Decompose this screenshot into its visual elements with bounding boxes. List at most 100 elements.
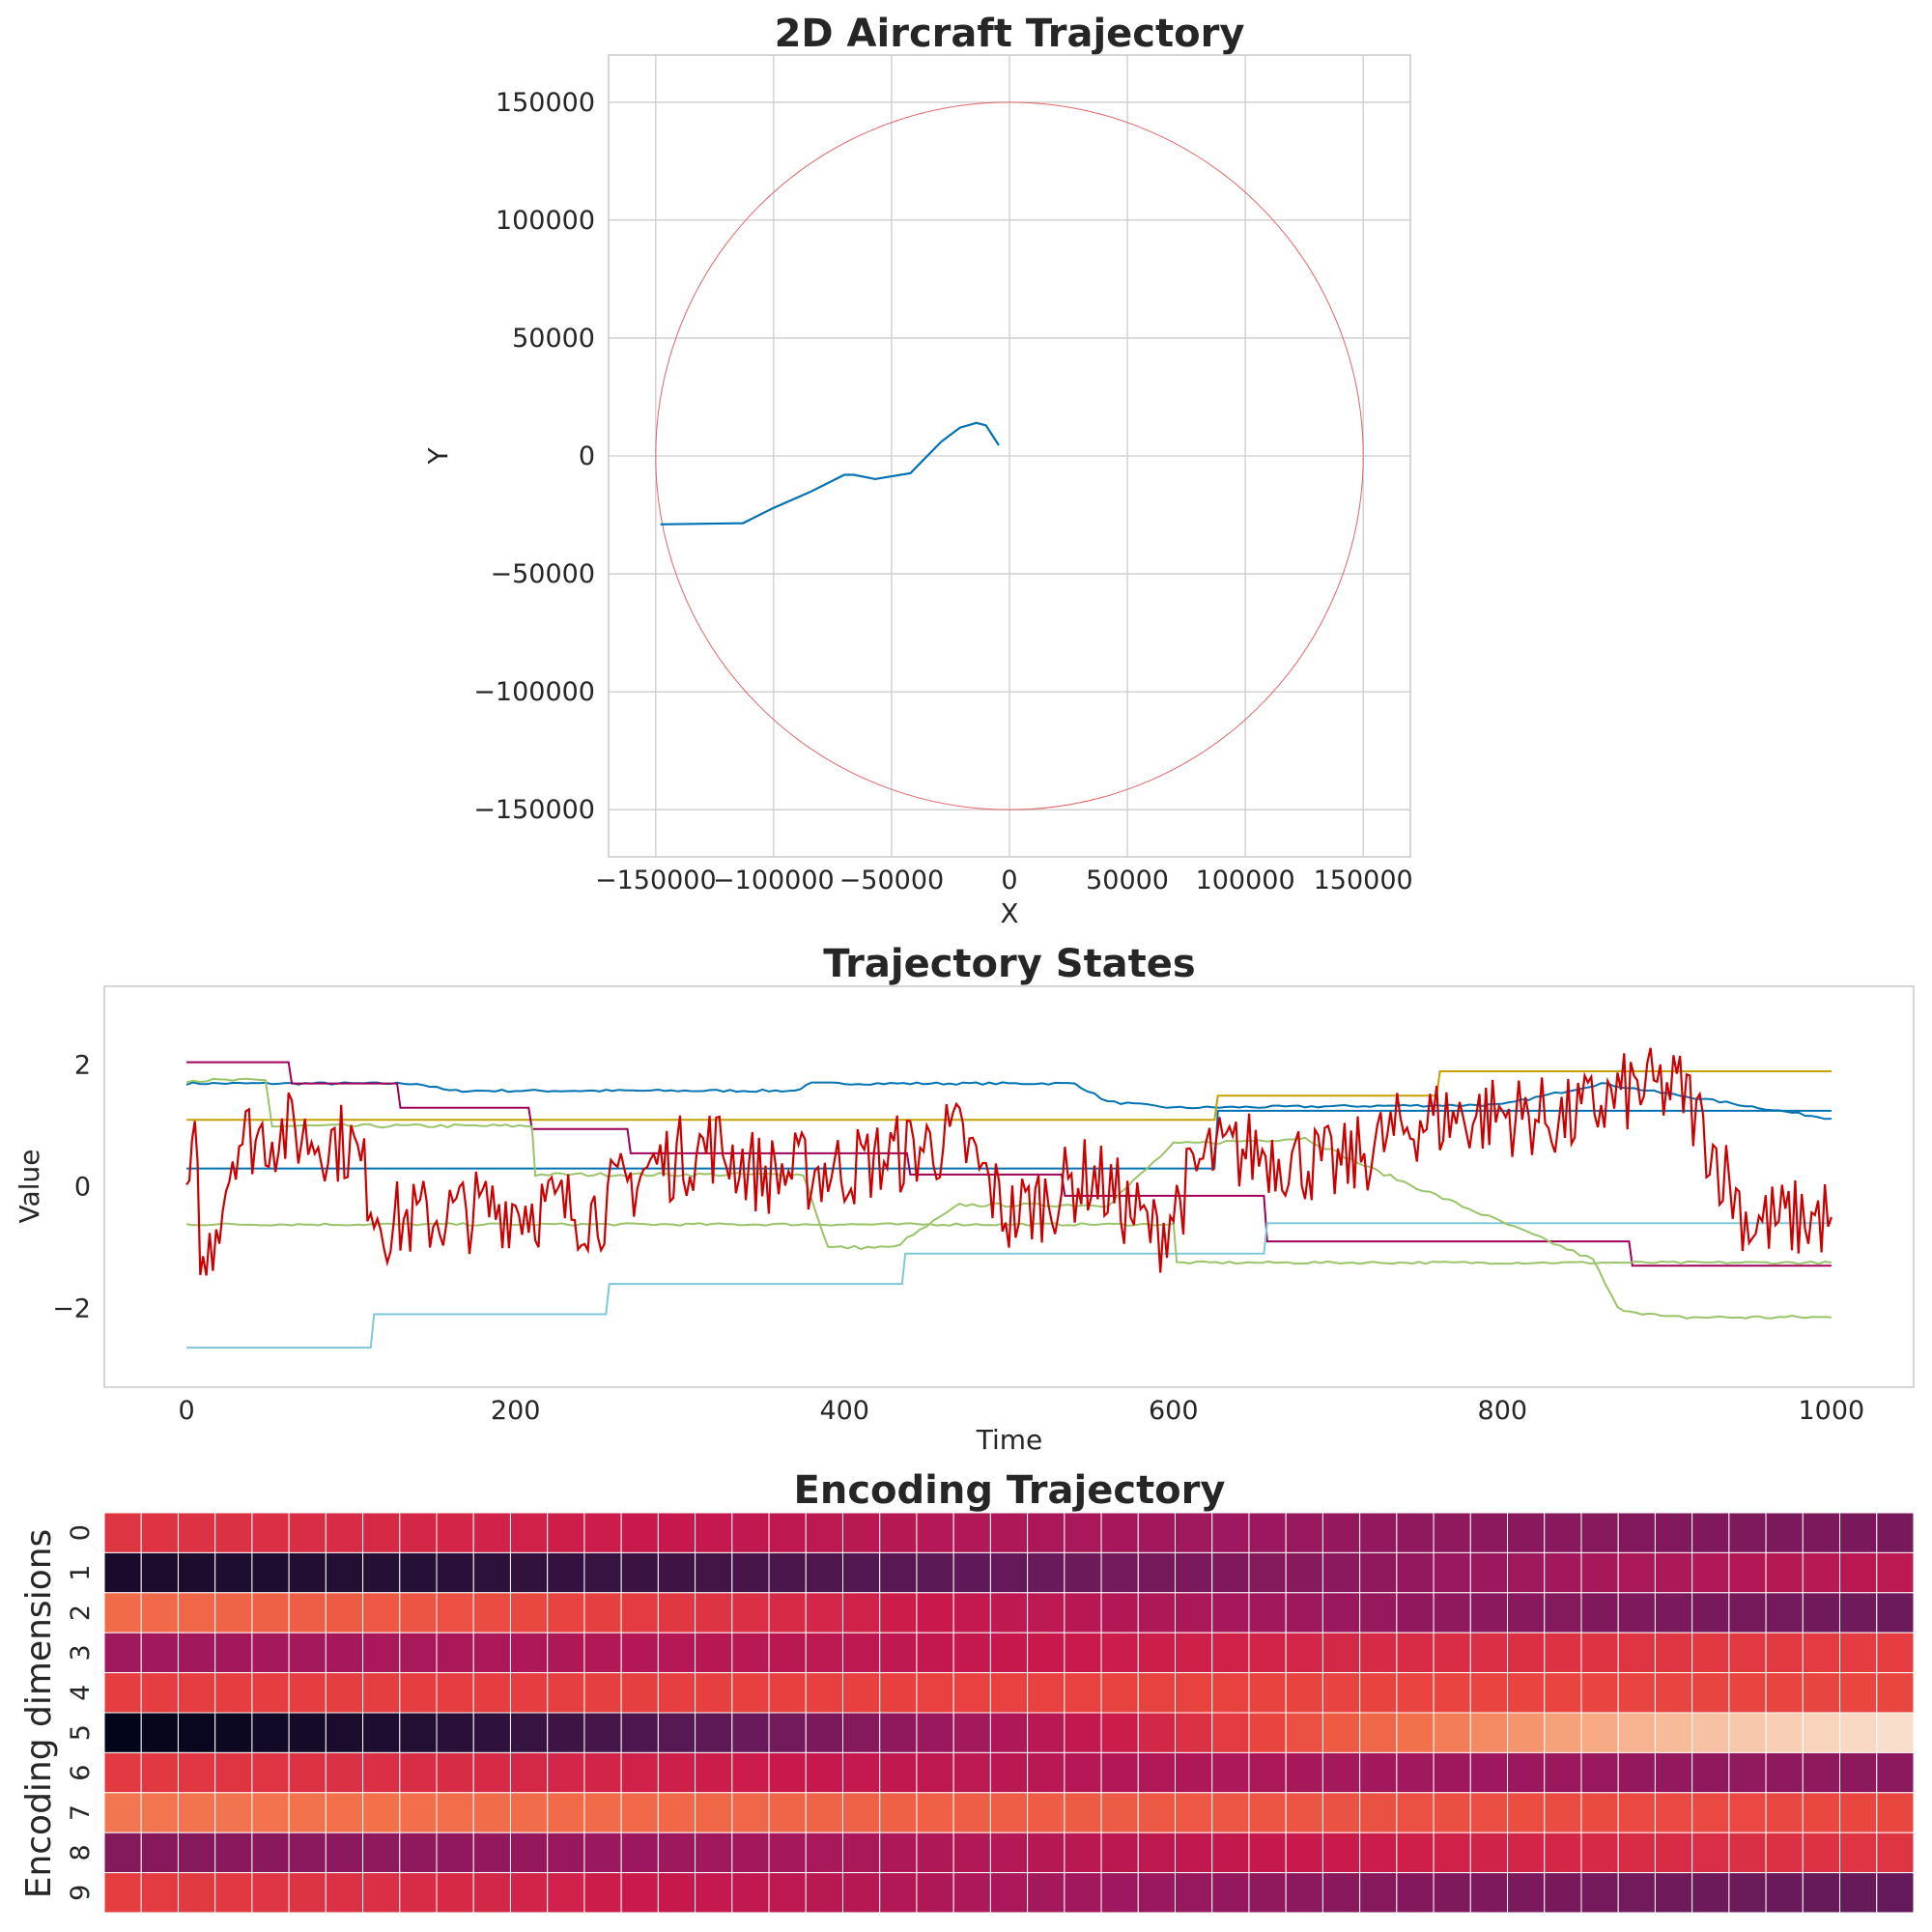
heatmap-cell (841, 1672, 881, 1714)
heatmap-cell (436, 1672, 474, 1714)
heatmap-cell (1064, 1872, 1102, 1914)
heatmap-cell (1359, 1512, 1398, 1553)
heatmap-cell (1359, 1712, 1398, 1753)
heatmap-cell (177, 1832, 216, 1874)
heatmap-cell (768, 1872, 807, 1914)
heatmap-cell (472, 1792, 511, 1833)
heatmap-cell (1285, 1872, 1323, 1914)
heatmap-cell (879, 1512, 918, 1553)
trajectory-y-label: Y (422, 447, 454, 466)
heatmap-cell (731, 1551, 770, 1594)
heatmap-cell (1175, 1632, 1213, 1674)
heatmap-cell (1359, 1872, 1398, 1914)
heatmap-cell (509, 1632, 549, 1674)
heatmap-cell (1839, 1792, 1878, 1833)
heatmap-cell (436, 1872, 474, 1914)
heatmap-cell (731, 1632, 770, 1674)
row-label: 4 (66, 1685, 96, 1701)
heatmap-cell (472, 1672, 511, 1714)
heatmap-cell (805, 1551, 843, 1594)
heatmap-cell (1211, 1872, 1250, 1914)
heatmap-cell (177, 1751, 216, 1794)
heatmap-cell (1248, 1512, 1287, 1553)
heatmap-cell (841, 1512, 881, 1553)
heatmap-cell (1544, 1832, 1582, 1874)
row-label: 0 (66, 1524, 96, 1541)
heatmap-cell (547, 1551, 585, 1594)
heatmap-cell (1211, 1712, 1250, 1753)
heatmap-cell (841, 1712, 881, 1753)
heatmap-cell (879, 1751, 918, 1794)
heatmap-cell (177, 1592, 216, 1634)
x-tick-label: 100000 (1196, 866, 1295, 895)
y-tick-label: 50000 (512, 324, 595, 354)
heatmap-cell (583, 1672, 622, 1714)
heatmap-cell (214, 1592, 253, 1634)
heatmap-cell (1728, 1832, 1767, 1874)
heatmap-cell (1359, 1551, 1398, 1594)
heatmap-cell (1248, 1792, 1287, 1833)
heatmap-cell (1433, 1672, 1471, 1714)
heatmap-cell (472, 1512, 511, 1553)
heatmap-cell (657, 1672, 696, 1714)
states-series (185, 1047, 1833, 1350)
heatmap-cell (1396, 1592, 1435, 1634)
heatmap-cell (1839, 1551, 1878, 1594)
heatmap-cell (657, 1712, 696, 1753)
heatmap-cell (177, 1792, 216, 1833)
heatmap-cell (1580, 1672, 1619, 1714)
heatmap-cell (472, 1832, 511, 1874)
heatmap-cell (952, 1632, 991, 1674)
heatmap-cell (1580, 1632, 1619, 1674)
heatmap-cell (1469, 1632, 1509, 1674)
heatmap-cell (325, 1551, 364, 1594)
heatmap-cell (1544, 1672, 1582, 1714)
heatmap-cell (1507, 1512, 1546, 1553)
heatmap-cell (472, 1751, 511, 1794)
heatmap-cell (731, 1832, 770, 1874)
heatmap-cell (1876, 1712, 1915, 1753)
heatmap-cell (1027, 1672, 1065, 1714)
x-tick-label: 600 (1149, 1396, 1199, 1426)
encoding-panel: Encoding Trajectory 0 1 2 3 4 5 6 7 8 9 Encoding … (19, 1468, 1915, 1914)
heatmap-cell (103, 1872, 142, 1914)
heatmap-cell (952, 1672, 991, 1714)
heatmap-cell (916, 1592, 954, 1634)
heatmap-cell (1765, 1832, 1804, 1874)
heatmap-cell (399, 1512, 438, 1553)
heatmap-cell (731, 1712, 770, 1753)
heatmap-cell (583, 1792, 622, 1833)
heatmap-cell (989, 1792, 1029, 1833)
heatmap-cell (1728, 1872, 1767, 1914)
heatmap-cell (583, 1512, 622, 1553)
heatmap-cell (1248, 1872, 1287, 1914)
heatmap-cell (1469, 1751, 1509, 1794)
heatmap-cell (620, 1832, 659, 1874)
heatmap-cell (547, 1712, 585, 1753)
heatmap-cell (1802, 1712, 1841, 1753)
heatmap-cell (1211, 1832, 1250, 1874)
heatmap-cell (1544, 1592, 1582, 1634)
heatmap-cell (547, 1512, 585, 1553)
trajectory-line (660, 421, 1000, 526)
y-tick-label: 150000 (496, 88, 595, 118)
heatmap-cell (140, 1792, 179, 1833)
heatmap-cell (620, 1872, 659, 1914)
heatmap-cell (251, 1832, 290, 1874)
heatmap-cell (1691, 1592, 1730, 1634)
heatmap-cell (952, 1872, 991, 1914)
heatmap-cell (695, 1872, 733, 1914)
heatmap-cell (1839, 1592, 1878, 1634)
heatmap-cell (989, 1712, 1029, 1753)
heatmap-cell (1285, 1551, 1323, 1594)
heatmap-cell (695, 1832, 733, 1874)
heatmap-cell (1617, 1632, 1656, 1674)
heatmap-cell (1728, 1551, 1767, 1594)
heatmap-cell (1433, 1792, 1471, 1833)
state-line (186, 1061, 1832, 1267)
heatmap-cell (695, 1551, 733, 1594)
heatmap-cell (251, 1551, 290, 1594)
heatmap-cell (1248, 1551, 1287, 1594)
heatmap-cell (1507, 1751, 1546, 1794)
heatmap-cell (1137, 1632, 1177, 1674)
